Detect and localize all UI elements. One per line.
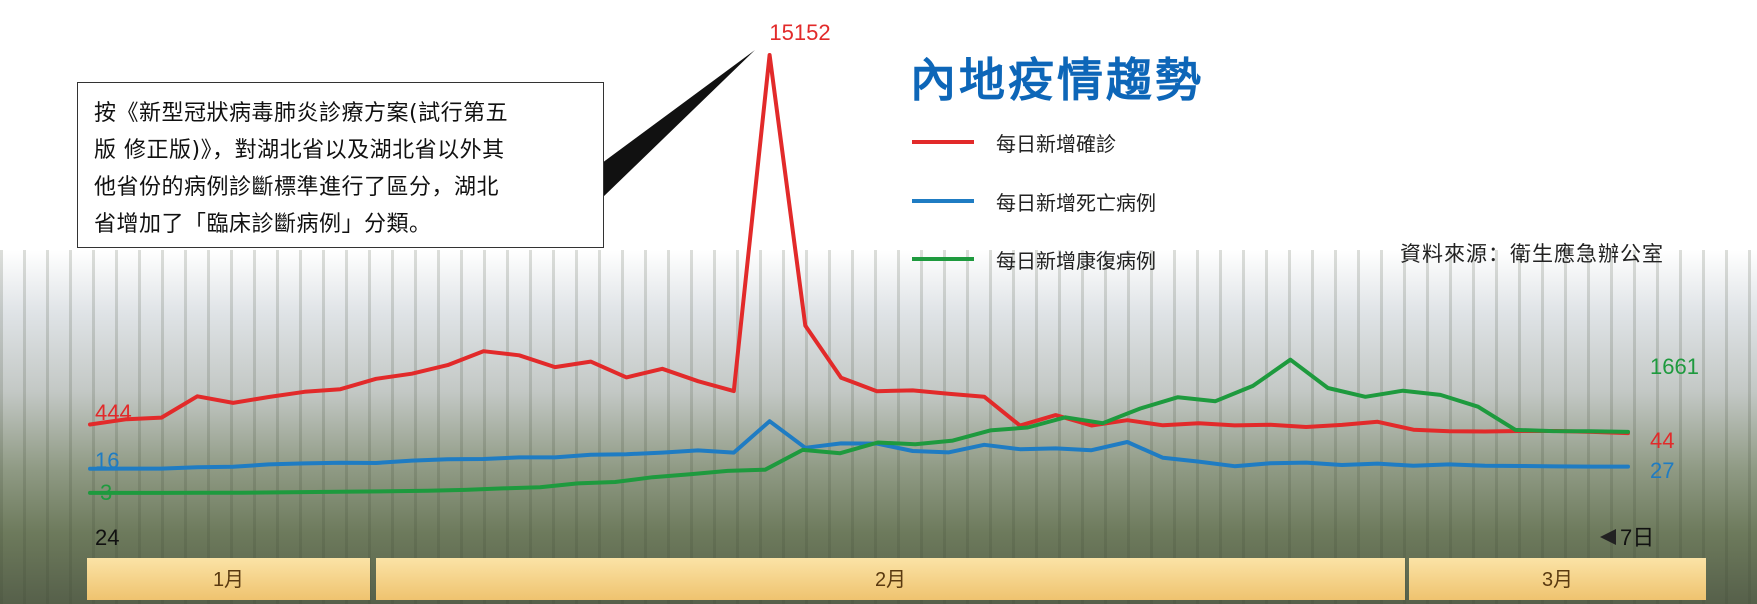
annotation-box: 按《新型冠狀病毒肺炎診療方案(試行第五 版 修正版)》，對湖北省以及湖北省以外其… bbox=[77, 82, 604, 248]
series-line-1 bbox=[88, 53, 1630, 436]
end-marker bbox=[1600, 529, 1616, 545]
series-line-2 bbox=[88, 419, 1630, 471]
start-label-confirmed: 444 bbox=[95, 400, 132, 425]
label-layer: 15152 444 16 3 24 1661 44 27 7日 bbox=[95, 20, 1699, 550]
legend-line-deaths bbox=[912, 199, 974, 203]
end-date-label: 7日 bbox=[1620, 525, 1654, 550]
month-label-1: 1月 bbox=[213, 569, 244, 591]
legend-label-recovered: 每日新增康復病例 bbox=[996, 248, 1156, 273]
legend-item-confirmed: 每日新增確診 bbox=[912, 127, 1116, 157]
month-label-3: 3月 bbox=[1542, 569, 1573, 591]
month-segment-2 bbox=[376, 558, 1405, 600]
start-label-recovered: 3 bbox=[100, 480, 112, 505]
legend-item-deaths: 每日新增死亡病例 bbox=[912, 186, 1156, 216]
callout-pointer bbox=[602, 50, 755, 198]
legend-label-confirmed: 每日新增確診 bbox=[996, 131, 1116, 156]
end-label-deaths: 27 bbox=[1650, 458, 1674, 483]
series-line-3 bbox=[88, 357, 1630, 495]
legend-label-deaths: 每日新增死亡病例 bbox=[996, 190, 1156, 215]
source-note: 資料來源：衛生應急辦公室 bbox=[1400, 242, 1664, 266]
end-label-confirmed: 44 bbox=[1650, 428, 1674, 453]
peak-label-confirmed: 15152 bbox=[769, 20, 830, 45]
month-segment-1 bbox=[87, 558, 370, 600]
series-layer bbox=[88, 53, 1630, 495]
month-segment-3 bbox=[1409, 558, 1706, 600]
background-photo bbox=[0, 250, 1757, 604]
legend-line-recovered bbox=[912, 257, 974, 261]
annotation-line-4: 省增加了「臨床診斷病例」分類。 bbox=[94, 212, 432, 237]
annotation-line-2: 版 修正版)》，對湖北省以及湖北省以外其 bbox=[94, 138, 505, 163]
annotation-line-1: 按《新型冠狀病毒肺炎診療方案(試行第五 bbox=[94, 101, 509, 126]
month-band: 1月 2月 3月 bbox=[87, 558, 1706, 600]
chart-title: 內地疫情趨勢 bbox=[910, 53, 1204, 107]
legend-item-recovered: 每日新增康復病例 bbox=[912, 244, 1156, 274]
legend-line-confirmed bbox=[912, 140, 974, 144]
start-label-deaths: 16 bbox=[95, 448, 119, 473]
bottom-label-recovered: 24 bbox=[95, 525, 119, 550]
annotation-line-3: 他省份的病例診斷標準進行了區分，湖北 bbox=[94, 175, 500, 200]
month-label-2: 2月 bbox=[875, 569, 906, 591]
end-label-recovered: 1661 bbox=[1650, 354, 1699, 379]
